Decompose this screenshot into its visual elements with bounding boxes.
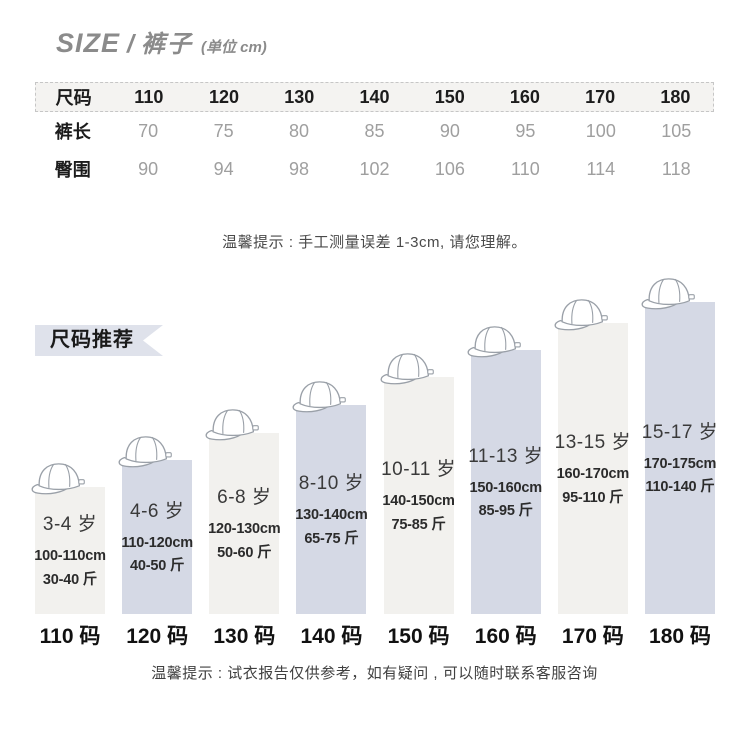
size-header-cell: 120 (209, 86, 240, 107)
size-value-cell: 70 (138, 120, 159, 141)
size-bar: 11-13 岁 150-160cm 85-95 斤 (467, 326, 544, 614)
weight-range-label: 95-110 斤 (562, 489, 624, 506)
size-value-cell: 106 (434, 158, 465, 179)
age-range-label: 4-6 岁 (130, 500, 185, 522)
height-range-label: 130-140cm (295, 507, 368, 524)
weight-range-label: 30-40 斤 (42, 571, 98, 588)
weight-range-label: 65-75 斤 (304, 530, 359, 547)
weight-range-label: 50-60 斤 (217, 544, 272, 561)
size-bar: 8-10 岁 130-140cm 65-75 斤 (292, 381, 368, 614)
age-range-label: 11-13 岁 (468, 445, 544, 467)
size-value-cell: 105 (661, 120, 692, 141)
baseball-cap-icon (553, 295, 614, 334)
size-row-label: 尺码 (55, 88, 92, 108)
size-value-cell: 95 (515, 120, 536, 141)
weight-range-label: 40-50 斤 (130, 558, 185, 574)
age-range-label: 6-8 岁 (217, 487, 272, 509)
baseball-cap-icon (379, 349, 440, 388)
size-column: 4-6 岁 110-120cm 40-50 斤 120 码 (118, 270, 193, 653)
baseball-cap-icon (117, 432, 178, 471)
height-range-label: 140-150cm (382, 493, 455, 510)
age-range-label: 8-10 岁 (298, 473, 365, 495)
size-column: 8-10 岁 130-140cm 65-75 斤 140 码 (292, 270, 368, 653)
baseball-cap-icon (204, 405, 265, 444)
size-table-header-row: 尺码 110 120 130 140 150 160 170 180 (35, 82, 714, 112)
height-range-label: 120-130cm (208, 521, 281, 538)
size-code-label: 120 码 (126, 625, 189, 648)
size-recommend-ribbon: 尺码推荐 (35, 325, 163, 356)
baseball-cap-icon (291, 377, 352, 416)
height-range-label: 160-170cm (556, 466, 630, 483)
pant-length-row-label: 裤长 (54, 122, 91, 142)
size-value-cell: 75 (213, 120, 234, 141)
size-code-label: 160 码 (474, 625, 537, 648)
size-value-cell: 100 (585, 120, 616, 141)
height-range-label: 110-120cm (121, 534, 193, 551)
hip-row: 臀围 90 94 98 102 106 110 114 118 (35, 150, 714, 188)
size-header-cell: 130 (284, 86, 315, 107)
size-value-cell: 90 (138, 158, 159, 179)
weight-range-label: 75-85 斤 (391, 516, 446, 533)
fitting-note: 温馨提示 : 试衣报告仅供参考，如有疑问 , 可以随时联系客服咨询 (151, 665, 598, 682)
size-value-cell: 90 (439, 120, 460, 141)
title-size-text: SIZE (56, 28, 121, 58)
height-range-label: 150-160cm (469, 479, 543, 496)
size-recommend-ribbon-label: 尺码推荐 (50, 329, 134, 351)
baseball-cap-icon (640, 274, 701, 313)
size-value-cell: 80 (289, 120, 310, 141)
size-bar: 4-6 岁 110-120cm 40-50 斤 (118, 436, 193, 614)
pant-length-row: 裤长 70 75 80 85 90 95 100 105 (35, 112, 714, 150)
size-column: 10-11 岁 140-150cm 75-85 斤 150 码 (380, 270, 457, 653)
hip-row-label: 臀围 (54, 160, 91, 180)
size-bar: 15-17 岁 170-175cm 110-140 斤 (641, 278, 719, 614)
size-header-cell: 150 (434, 86, 465, 107)
size-code-label: 140 码 (300, 625, 363, 648)
size-header-cell: 180 (660, 86, 691, 107)
size-header-cell: 140 (359, 86, 390, 107)
size-column: 3-4 岁 100-110cm 30-40 斤 110 码 (31, 270, 106, 653)
size-code-label: 110 码 (39, 625, 101, 648)
age-range-label: 13-15 岁 (554, 432, 632, 454)
weight-range-label: 85-95 斤 (478, 503, 533, 519)
title-unit-text: (单位 cm) (200, 39, 267, 56)
size-column: 6-8 岁 120-130cm 50-60 斤 130 码 (205, 270, 281, 653)
baseball-cap-icon (30, 459, 91, 498)
size-header-cell: 110 (134, 86, 164, 107)
size-column: 13-15 岁 160-170cm 95-110 斤 170 码 (554, 270, 632, 653)
age-range-label: 10-11 岁 (381, 459, 457, 481)
size-code-label: 130 码 (213, 625, 276, 648)
size-value-cell: 94 (213, 158, 234, 179)
title-separator: / (127, 30, 134, 58)
size-code-label: 150 码 (387, 625, 450, 648)
size-bar: 3-4 岁 100-110cm 30-40 斤 (31, 463, 106, 614)
size-table: 尺码 110 120 130 140 150 160 170 180 裤长 70 75 80 85 9… (35, 82, 714, 188)
size-bar: 13-15 岁 160-170cm 95-110 斤 (554, 299, 632, 614)
measure-note: 温馨提示 : 手工测量误差 1-3cm, 请您理解。 (222, 234, 527, 251)
size-value-cell: 102 (359, 158, 390, 179)
weight-range-label: 110-140 斤 (645, 479, 715, 495)
size-value-cell: 118 (661, 158, 691, 179)
size-bar: 10-11 岁 140-150cm 75-85 斤 (380, 353, 457, 614)
size-value-cell: 85 (364, 120, 385, 141)
age-range-label: 15-17 岁 (641, 421, 719, 443)
size-code-label: 180 码 (649, 625, 711, 648)
height-range-label: 170-175cm (643, 455, 717, 472)
size-value-cell: 114 (586, 158, 616, 179)
size-code-label: 170 码 (561, 625, 624, 648)
size-value-cell: 98 (289, 158, 310, 179)
size-header-cell: 160 (509, 86, 540, 107)
age-range-label: 3-4 岁 (42, 514, 98, 536)
baseball-cap-icon (466, 322, 527, 361)
size-column: 15-17 岁 170-175cm 110-140 斤 180 码 (641, 270, 719, 653)
size-recommendation-chart: 3-4 岁 100-110cm 30-40 斤 110 码 4-6 岁 110-… (31, 270, 719, 653)
size-column: 11-13 岁 150-160cm 85-95 斤 160 码 (467, 270, 544, 653)
title-pants-text: 裤子 (140, 31, 193, 58)
size-value-cell: 110 (511, 158, 540, 179)
height-range-label: 100-110cm (34, 548, 106, 565)
size-bar: 6-8 岁 120-130cm 50-60 斤 (205, 409, 281, 614)
page-title: SIZE / 裤子 (单位 cm) (56, 24, 267, 59)
size-header-cell: 170 (585, 86, 616, 107)
